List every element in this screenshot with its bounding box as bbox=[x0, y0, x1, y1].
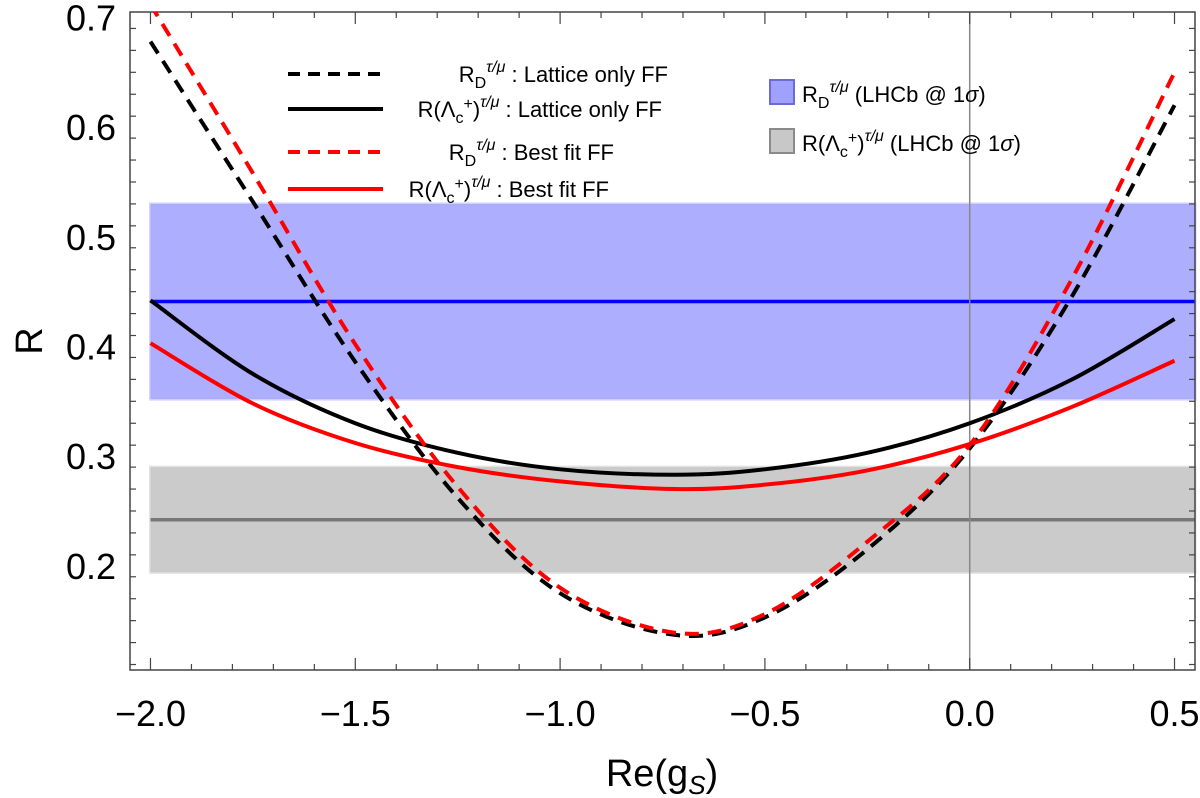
y-tick-label: 0.4 bbox=[66, 326, 116, 367]
y-axis-title: R bbox=[9, 327, 51, 354]
plot-border bbox=[129, 11, 1196, 671]
legend-sigma: σ bbox=[1000, 131, 1014, 156]
y-tick-label: 0.7 bbox=[66, 0, 116, 38]
legend-label: RDτ/μ : Best fit FF bbox=[449, 137, 614, 170]
legend-band-entry-0: RDτ/μ (LHCb @ 1σ) bbox=[769, 79, 986, 112]
legend-base: R(Λ bbox=[802, 131, 840, 156]
y-tick-label: 0.5 bbox=[66, 217, 116, 258]
legend-label: R(Λc+)τ/μ (LHCb @ 1σ) bbox=[802, 128, 1021, 161]
legend-label: RDτ/μ : Lattice only FF bbox=[459, 59, 668, 92]
legend-entry-2: RDτ/μ : Best fit FF bbox=[288, 137, 614, 170]
legend: RDτ/μ : Lattice only FFR(Λc+)τ/μ : Latti… bbox=[288, 59, 1021, 207]
x-axis-title-main: Re(g bbox=[606, 753, 688, 795]
legend-base: R bbox=[459, 62, 475, 87]
legend-subsup: + bbox=[848, 130, 857, 147]
legend-entry-3: R(Λc+)τ/μ : Best fit FF bbox=[288, 174, 609, 207]
series-line-3 bbox=[149, 341, 1176, 492]
y-tick-label: 0.3 bbox=[66, 436, 116, 477]
legend-sub: D bbox=[818, 95, 830, 112]
legend-sup: τ/μ bbox=[476, 137, 495, 154]
y-tick-label: 0.6 bbox=[66, 107, 116, 148]
legend-sub: c bbox=[840, 144, 848, 161]
legend-base: R(Λ bbox=[409, 177, 447, 202]
legend-sup: τ/μ bbox=[480, 94, 499, 111]
legend-tail: : Lattice only FF bbox=[499, 97, 662, 122]
legend-sup: τ/μ bbox=[471, 174, 490, 191]
legend-sup: τ/μ bbox=[486, 59, 505, 76]
bands-layer bbox=[148, 202, 1197, 574]
legend-end: ) bbox=[978, 82, 985, 107]
legend-entry-0: RDτ/μ : Lattice only FF bbox=[288, 59, 668, 92]
legend-sup: τ/μ bbox=[865, 128, 884, 145]
legend-band-swatch-1 bbox=[769, 128, 795, 154]
legend-tail: : Lattice only FF bbox=[505, 62, 668, 87]
legend-sup: τ/μ bbox=[829, 79, 848, 96]
series-layer bbox=[148, 12, 1177, 638]
legend-tail: : Best fit FF bbox=[490, 177, 609, 202]
legend-close: ) bbox=[473, 97, 480, 122]
labels-layer: −2.0 −1.5 −1.0 −0.5 0.0 0.5 0.2 0.3 0.4 0.5 0.6 0.7… bbox=[9, 0, 1200, 798]
legend-band-entry-1: R(Λc+)τ/μ (LHCb @ 1σ) bbox=[769, 128, 1021, 161]
legend-sub: D bbox=[465, 153, 477, 170]
legend-label: RDτ/μ (LHCb @ 1σ) bbox=[802, 79, 986, 112]
legend-tail: : Best fit FF bbox=[495, 140, 614, 165]
legend-label: R(Λc+)τ/μ : Lattice only FF bbox=[418, 94, 662, 127]
legend-base: R(Λ bbox=[418, 97, 456, 122]
legend-base: R bbox=[449, 140, 465, 165]
legend-sub: D bbox=[475, 75, 487, 92]
x-tick-label: −1.5 bbox=[320, 693, 391, 734]
legend-tail: (LHCb @ 1 bbox=[884, 131, 1000, 156]
legend-sub: c bbox=[456, 110, 464, 127]
legend-sub: c bbox=[447, 190, 455, 207]
legend-band-swatch-0 bbox=[769, 79, 795, 105]
legend-close: ) bbox=[857, 131, 864, 156]
legend-subsup: + bbox=[455, 176, 464, 193]
x-tick-label: −0.5 bbox=[729, 693, 800, 734]
series-line-0 bbox=[148, 40, 1177, 638]
legend-label: R(Λc+)τ/μ : Best fit FF bbox=[409, 174, 609, 207]
legend-close: ) bbox=[464, 177, 471, 202]
legend-end: ) bbox=[1014, 131, 1021, 156]
x-tick-label: −1.0 bbox=[525, 693, 596, 734]
x-tick-label: 0.0 bbox=[945, 693, 995, 734]
plot-frame bbox=[129, 11, 1196, 671]
ticks-layer bbox=[130, 12, 1195, 670]
legend-tail: (LHCb @ 1 bbox=[849, 82, 965, 107]
legend-entry-1: R(Λc+)τ/μ : Lattice only FF bbox=[288, 94, 662, 127]
series-line-1 bbox=[149, 298, 1176, 477]
x-axis-title-sub: S bbox=[688, 770, 706, 798]
x-tick-label: −2.0 bbox=[115, 693, 186, 734]
y-tick-label: 0.2 bbox=[66, 546, 116, 587]
legend-base: R bbox=[802, 82, 818, 107]
x-axis-title-close: ) bbox=[706, 753, 719, 795]
series-line-2 bbox=[152, 12, 1177, 636]
x-axis-title: Re(gS) bbox=[606, 753, 718, 798]
x-tick-label: 0.5 bbox=[1149, 693, 1199, 734]
legend-subsup: + bbox=[464, 96, 473, 113]
legend-sigma: σ bbox=[965, 82, 979, 107]
